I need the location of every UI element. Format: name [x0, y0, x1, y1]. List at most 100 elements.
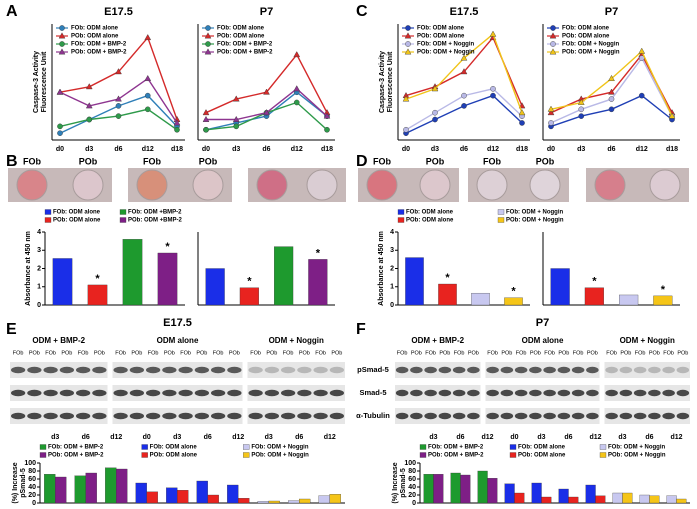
blot-band — [227, 412, 242, 420]
lane-label: FOb — [425, 350, 436, 356]
y-tick-label: 0 — [390, 302, 394, 309]
bar — [584, 287, 604, 306]
blot-band — [633, 412, 647, 420]
legend-swatch — [497, 217, 505, 223]
x-tick-label: d6 — [204, 434, 212, 441]
data-point — [293, 99, 300, 106]
blot-band — [648, 366, 661, 374]
lane-label: FOb — [573, 350, 584, 356]
culture-dish — [594, 169, 626, 201]
blot-band — [178, 412, 193, 420]
bar — [299, 498, 311, 504]
blot-band — [486, 366, 499, 374]
x-tick-label: d6 — [564, 434, 572, 441]
data-point — [293, 85, 301, 92]
y-axis-label: Fluorescence Unit — [41, 51, 48, 112]
chart-title: E17.5 — [104, 6, 133, 18]
y-axis-label: (%) Increase — [392, 462, 399, 503]
blot-band — [543, 412, 556, 420]
lane-label: POb — [61, 350, 72, 356]
annotation: * — [165, 241, 170, 253]
legend-label: FOb: ODM + Noggin — [251, 445, 308, 451]
bar — [105, 467, 117, 504]
blot-band — [162, 412, 177, 420]
blot-band — [557, 366, 571, 374]
lane-label: POb — [29, 350, 40, 356]
legend-label: FOb: ODM + BMP-2 — [217, 42, 273, 48]
data-point — [432, 109, 438, 116]
x-tick-label: d6 — [262, 146, 270, 153]
blot-band — [10, 389, 26, 397]
data-point — [85, 102, 93, 109]
blot-band — [248, 366, 263, 374]
legend-label: FOb: ODM alone — [518, 445, 566, 451]
bar — [329, 494, 341, 504]
lane-label: POb — [677, 350, 688, 356]
data-point — [578, 106, 585, 113]
blot-band — [248, 412, 263, 420]
legend-swatch — [141, 444, 148, 450]
data-point — [86, 116, 93, 123]
y-tick-label: 1 — [390, 284, 394, 291]
legend-label: POb: ODM alone — [71, 34, 119, 40]
legend-label: POb: ODM + BMP-2 — [48, 453, 104, 459]
legend-label: FOb: ODM +BMP-2 — [128, 210, 182, 216]
x-tick-label: d6 — [295, 434, 303, 441]
bar — [274, 246, 294, 306]
bar — [227, 484, 239, 504]
blot-band — [452, 412, 466, 420]
panel-letter: B — [6, 153, 18, 170]
bar — [85, 472, 97, 504]
x-tick-label: d18 — [666, 146, 678, 153]
lane-label: FOb — [115, 350, 126, 356]
annotation: * — [316, 247, 321, 259]
legend-marker — [549, 48, 557, 55]
blot-group-label: ODM + Noggin — [269, 336, 324, 345]
blot-strip — [485, 408, 600, 424]
dish-label: FOb — [373, 156, 391, 166]
blot-title: P7 — [536, 317, 549, 329]
blot-band — [410, 366, 423, 374]
blot-group-label: ODM alone — [522, 336, 564, 345]
blot-band — [297, 366, 312, 374]
blot-band — [467, 412, 480, 420]
bar — [612, 492, 623, 504]
x-tick-label: d0 — [143, 434, 151, 441]
culture-dish — [649, 169, 681, 201]
blot-band — [43, 389, 58, 397]
x-tick-label: d12 — [232, 434, 244, 441]
x-tick-label: d3 — [265, 434, 273, 441]
lane-label: POb — [164, 350, 175, 356]
lane-label: FOb — [13, 350, 24, 356]
culture-dish — [529, 169, 561, 201]
legend-marker — [550, 25, 556, 31]
chart-title: E17.5 — [450, 6, 479, 18]
blot-band — [178, 389, 193, 397]
blot-band — [59, 412, 75, 420]
culture-dish — [366, 169, 398, 201]
blot-band — [313, 366, 328, 374]
legend-swatch — [44, 217, 52, 223]
legend-swatch — [509, 444, 517, 450]
chart-title: P7 — [605, 6, 618, 18]
legend-label: POb: ODM + BMP-2 — [71, 50, 127, 56]
blot-row-label: α-Tubulin — [356, 411, 390, 420]
data-point — [608, 96, 615, 102]
lane-label: FOb — [487, 350, 498, 356]
annotation: * — [95, 273, 100, 285]
blot-band — [59, 389, 75, 397]
y-tick-label: 40 — [28, 484, 36, 491]
blot-band — [648, 389, 661, 397]
data-point — [608, 74, 615, 81]
data-point — [461, 92, 467, 99]
y-axis-label: Absorbance at 450 nm — [25, 231, 32, 306]
blot-strip — [247, 385, 345, 401]
legend-swatch — [497, 209, 505, 215]
blot-band — [59, 366, 75, 374]
blot-band — [452, 389, 466, 397]
data-point — [144, 106, 151, 113]
blot-band — [586, 366, 599, 374]
legend-swatch — [119, 209, 127, 215]
x-tick-label: d0 — [547, 146, 555, 153]
